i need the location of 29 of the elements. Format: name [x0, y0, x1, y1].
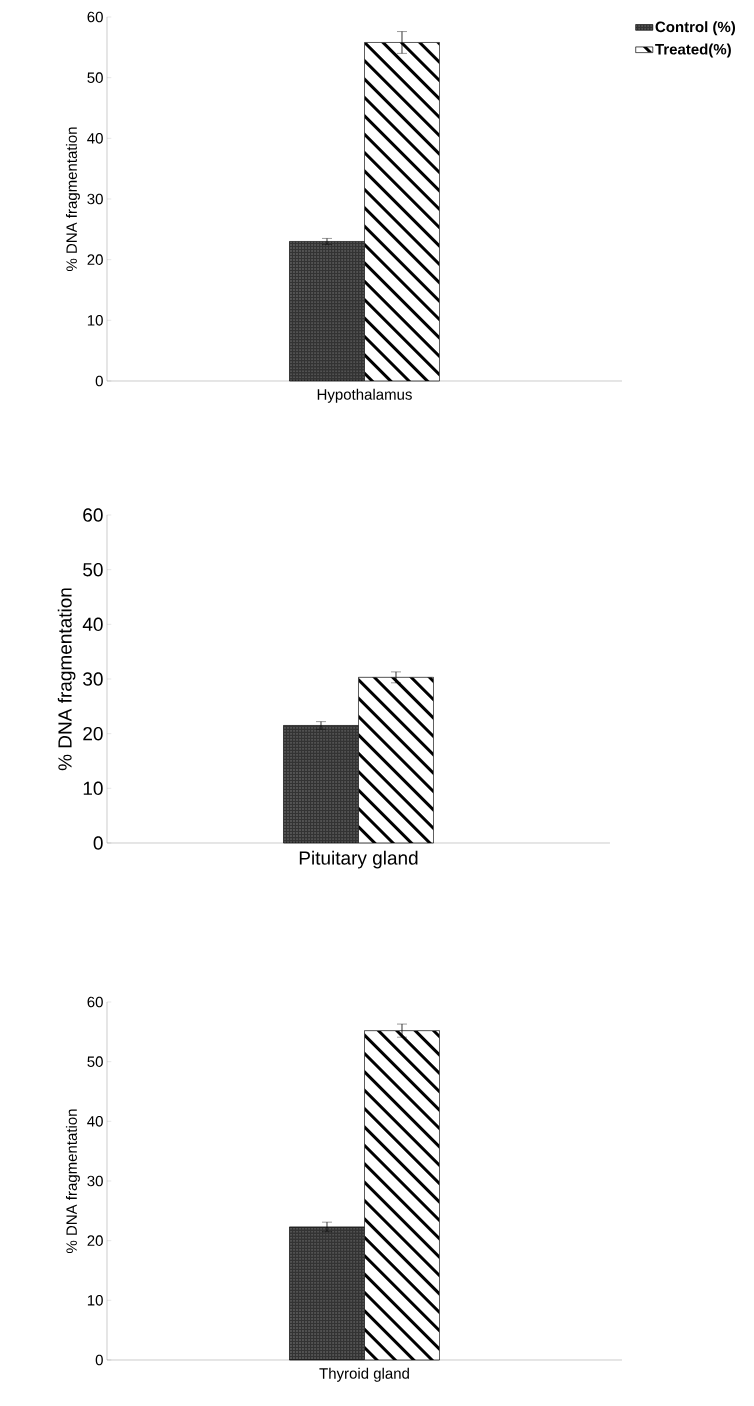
- y-tick-label: 60: [87, 11, 103, 23]
- x-tick-label: Thyroid gland: [319, 1367, 409, 1382]
- x-tick-label: Hypothalamus: [317, 388, 412, 403]
- y-tick-label: 40: [82, 617, 103, 632]
- y-tick-label: 30: [87, 193, 103, 205]
- y-tick-label: 30: [83, 672, 103, 686]
- y-axis-title: % DNA fragmentation: [65, 127, 80, 271]
- y-axis-title: % DNA fragmentation: [65, 1109, 80, 1253]
- y-tick-label: 60: [83, 508, 103, 522]
- y-tick-label: 0: [95, 1354, 103, 1366]
- y-tick-label: 40: [87, 133, 103, 144]
- y-tick-label: 40: [87, 1116, 103, 1127]
- y-tick-label: 10: [83, 781, 103, 796]
- y-tick-label: 50: [87, 72, 103, 83]
- y-axis-title: % DNA fragmentation: [57, 588, 76, 771]
- y-tick-label: 60: [87, 996, 103, 1008]
- y-tick-label: 20: [87, 1235, 103, 1246]
- y-tick-label: 0: [93, 836, 103, 850]
- y-tick-label: 20: [87, 254, 103, 265]
- legend-label: Treated(%): [655, 43, 731, 58]
- y-tick-label: 20: [83, 726, 103, 741]
- x-tick-label: Pituitary gland: [299, 850, 418, 869]
- y-tick-label: 10: [87, 1295, 103, 1306]
- y-tick-label: 30: [87, 1175, 103, 1187]
- legend-label: Control (%): [655, 21, 736, 36]
- y-tick-label: 50: [87, 1056, 103, 1067]
- y-tick-label: 10: [87, 315, 103, 326]
- y-tick-label: 50: [83, 562, 103, 577]
- y-tick-label: 0: [95, 375, 103, 387]
